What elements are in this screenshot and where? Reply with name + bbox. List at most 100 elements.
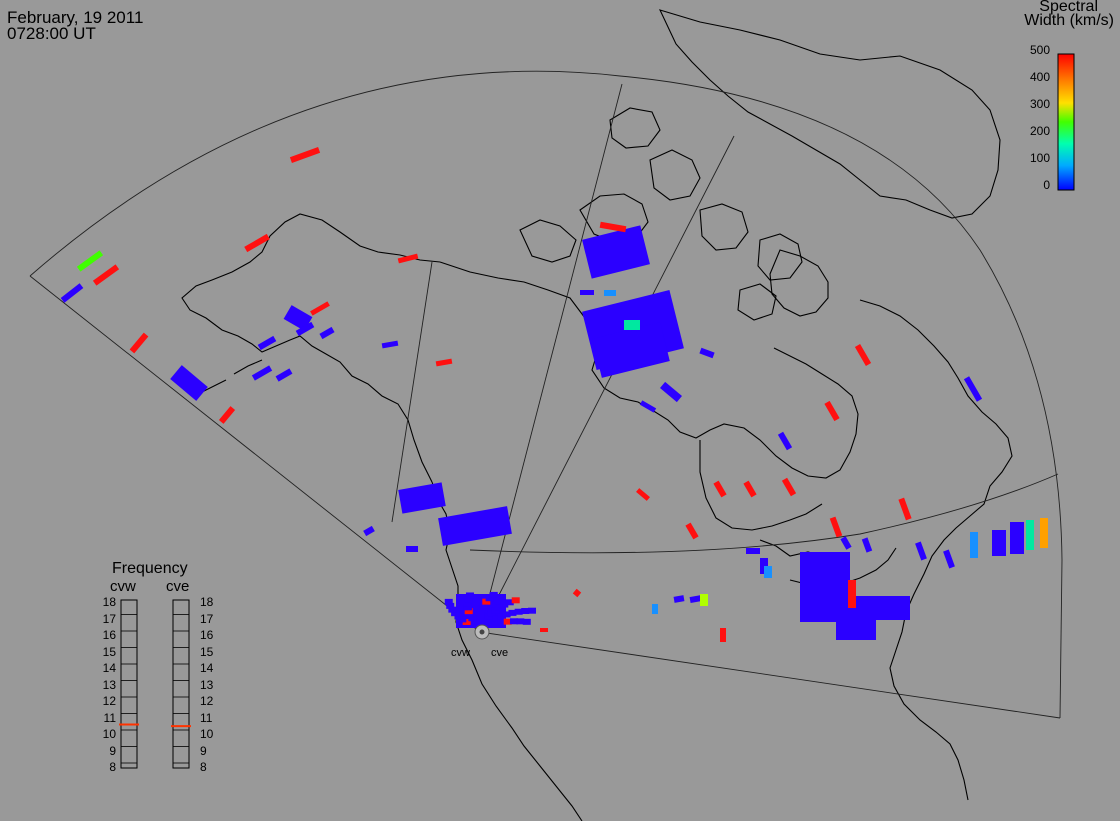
frequency-panel-graphics bbox=[119, 599, 191, 769]
backscatter-cell bbox=[319, 326, 335, 340]
backscatter-cell bbox=[275, 368, 293, 382]
fov-cvw-inner-edge bbox=[391, 261, 433, 523]
near-range-cell bbox=[448, 606, 457, 613]
near-range-cell bbox=[503, 618, 512, 625]
fov-bottom-edge bbox=[479, 631, 1061, 719]
frequency-tick-label: 18 bbox=[200, 595, 214, 609]
arctic-islands bbox=[519, 107, 803, 321]
fov-cve-left-edge bbox=[479, 83, 623, 633]
backscatter-cell bbox=[592, 322, 670, 378]
near-range-cell bbox=[465, 592, 474, 599]
backscatter-cell bbox=[1010, 522, 1024, 554]
backscatter-cell bbox=[781, 477, 797, 497]
near-range-cell bbox=[485, 595, 494, 602]
frequency-tick-label: 15 bbox=[200, 644, 214, 659]
backscatter-cell bbox=[310, 301, 330, 316]
near-range-cell bbox=[476, 613, 485, 620]
colorbar-title-line2: Width (km/s) bbox=[1024, 12, 1114, 29]
backscatter-cell bbox=[580, 290, 594, 295]
map-time: 0728:00 UT bbox=[7, 24, 96, 43]
backscatter-cell bbox=[861, 537, 873, 553]
backscatter-cell bbox=[992, 530, 1006, 556]
near-range-cell bbox=[444, 598, 453, 605]
colorbar-scale bbox=[1057, 53, 1075, 191]
near-range-cell bbox=[464, 596, 473, 603]
frequency-tick-label: 8 bbox=[109, 760, 116, 774]
backscatter-cell bbox=[836, 612, 876, 640]
backscatter-cell bbox=[170, 365, 208, 401]
near-range-cell bbox=[495, 604, 504, 611]
backscatter-cell bbox=[673, 595, 685, 603]
near-range-cell bbox=[451, 610, 460, 617]
backscatter-cell bbox=[636, 488, 650, 501]
colorbar-tick-label: 300 bbox=[1029, 97, 1050, 111]
near-range-cell bbox=[466, 611, 475, 618]
near-range-cell bbox=[462, 619, 471, 625]
backscatter-cell bbox=[295, 321, 315, 337]
backscatter-cell bbox=[970, 532, 978, 558]
coastline-alaska bbox=[181, 213, 441, 483]
backscatter-cell bbox=[713, 480, 727, 498]
backscatter-cell bbox=[540, 628, 548, 632]
frequency-tick-label: 17 bbox=[200, 611, 214, 626]
backscatter-cell bbox=[289, 147, 321, 163]
spectral-width-colorbar bbox=[1057, 53, 1075, 191]
coastlines bbox=[181, 9, 1013, 821]
backscatter-cell bbox=[660, 381, 682, 403]
frequency-tick-label: 13 bbox=[200, 677, 214, 692]
colorbar-title-line1: Spectral bbox=[1039, 0, 1098, 15]
near-range-cell bbox=[497, 613, 506, 620]
radar-site bbox=[474, 624, 490, 640]
backscatter-cell bbox=[848, 580, 856, 608]
frequency-tick-label: 11 bbox=[103, 710, 116, 725]
near-range-cell bbox=[509, 618, 518, 625]
backscatter-cell bbox=[743, 480, 757, 498]
near-range-cell bbox=[521, 608, 530, 615]
backscatter-cell bbox=[257, 335, 277, 351]
colorbar-tick-label: 400 bbox=[1029, 70, 1050, 84]
spectral-width-cells bbox=[60, 147, 1048, 642]
frequency-tick-label: 12 bbox=[200, 694, 214, 708]
radar-site-center bbox=[479, 629, 485, 635]
backscatter-cell bbox=[720, 628, 726, 642]
backscatter-cell bbox=[129, 332, 149, 354]
frequency-label-cve: cve bbox=[166, 578, 190, 595]
near-range-cell bbox=[516, 618, 525, 625]
near-range-cell bbox=[476, 609, 485, 616]
backscatter-cell bbox=[572, 588, 582, 598]
frequency-tick-label: 9 bbox=[200, 743, 207, 758]
backscatter-cell bbox=[963, 376, 983, 402]
near-range-cell bbox=[505, 599, 514, 606]
backscatter-cell bbox=[599, 221, 627, 233]
coastline-greenland bbox=[658, 9, 1001, 219]
near-range-cell bbox=[497, 619, 506, 626]
frequency-tick-label: 8 bbox=[200, 760, 207, 774]
latitude-arc bbox=[469, 473, 1059, 554]
near-range-cell bbox=[502, 611, 511, 618]
backscatter-cell bbox=[824, 400, 840, 422]
coastline-aleutians bbox=[201, 359, 263, 393]
near-range-cell bbox=[484, 613, 493, 620]
backscatter-cell bbox=[898, 497, 912, 521]
backscatter-cell bbox=[777, 431, 793, 451]
near-range-cell bbox=[477, 605, 486, 612]
near-range-cell bbox=[468, 615, 477, 622]
near-range-cell bbox=[508, 609, 517, 616]
frequency-tick-label: 10 bbox=[200, 727, 214, 741]
near-range-cell bbox=[500, 601, 509, 608]
near-range-cell bbox=[528, 607, 537, 614]
backscatter-cell bbox=[406, 546, 418, 552]
near-range-cell bbox=[491, 607, 500, 614]
backscatter-cell bbox=[1040, 518, 1048, 548]
backscatter-cell bbox=[381, 340, 399, 349]
near-range-cell bbox=[446, 602, 455, 609]
backscatter-cell bbox=[582, 225, 650, 279]
fov-left-edge bbox=[29, 275, 481, 633]
backscatter-cell bbox=[363, 525, 375, 537]
backscatter-cell bbox=[76, 250, 104, 272]
backscatter-cell bbox=[854, 343, 872, 367]
frequency-tick-label: 12 bbox=[102, 694, 116, 708]
backscatter-cell bbox=[829, 516, 843, 538]
near-range-cell bbox=[479, 602, 488, 609]
frequency-tick-label: 17 bbox=[102, 611, 116, 626]
